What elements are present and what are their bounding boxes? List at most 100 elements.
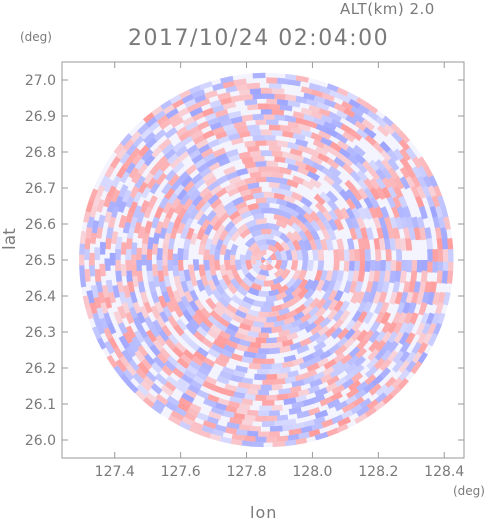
- field-cell: [187, 299, 199, 313]
- y-tick-label: 26.7: [25, 181, 56, 197]
- field-cell: [426, 322, 438, 337]
- field-cell: [326, 279, 337, 293]
- field-cell: [405, 237, 413, 251]
- field-cell: [291, 221, 303, 234]
- field-cell: [84, 305, 94, 320]
- field-cell: [208, 323, 222, 336]
- field-cell: [339, 353, 353, 366]
- field-cell: [436, 312, 447, 327]
- field-cell: [403, 312, 414, 326]
- field-cell: [266, 263, 275, 272]
- field-cell: [396, 205, 407, 220]
- field-cell: [120, 300, 131, 315]
- field-cell: [297, 320, 311, 331]
- field-cell: [396, 301, 406, 316]
- field-cell: [88, 188, 99, 203]
- field-cell: [266, 119, 279, 126]
- field-cell: [440, 205, 450, 220]
- field-cell: [89, 203, 99, 218]
- field-cell: [374, 339, 387, 354]
- field-cell: [218, 228, 229, 241]
- field-cell: [297, 122, 312, 132]
- field-cell: [229, 243, 239, 256]
- field-cell: [334, 423, 349, 434]
- field-cell: [258, 202, 270, 209]
- field-cell: [442, 248, 449, 262]
- field-cell: [193, 157, 208, 169]
- field-cell: [386, 331, 399, 345]
- field-cell: [173, 361, 187, 375]
- field-cell: [146, 269, 154, 283]
- field-cell: [118, 335, 130, 350]
- field-cell: [104, 236, 112, 250]
- field-cell: [293, 373, 308, 382]
- field-cell: [351, 187, 364, 202]
- field-cell: [311, 348, 325, 360]
- field-cell: [179, 294, 191, 308]
- field-cell: [317, 249, 325, 261]
- field-cell: [196, 97, 211, 108]
- field-cell: [199, 166, 213, 178]
- field-cell: [399, 175, 411, 190]
- field-cell: [196, 227, 206, 241]
- field-cell: [308, 177, 322, 189]
- field-cell: [158, 346, 171, 360]
- field-cell: [206, 314, 219, 327]
- field-cell: [151, 242, 159, 255]
- field-cell: [321, 228, 332, 241]
- field-cell: [345, 188, 358, 202]
- field-cell: [391, 359, 405, 373]
- field-cell: [340, 378, 355, 391]
- field-cell: [161, 142, 175, 156]
- field-cell: [228, 153, 242, 163]
- field-cell: [336, 238, 345, 251]
- field-cell: [241, 318, 254, 327]
- field-cell: [442, 260, 449, 273]
- field-cell: [214, 223, 226, 237]
- field-cell: [130, 264, 138, 277]
- field-cell: [297, 166, 311, 177]
- field-cell: [353, 388, 367, 401]
- field-cell: [279, 260, 288, 271]
- field-cell: [279, 232, 291, 244]
- field-cell: [254, 373, 267, 381]
- field-cell: [256, 368, 270, 376]
- field-cell: [236, 183, 250, 193]
- field-cell: [266, 260, 273, 265]
- field-cell: [202, 420, 217, 430]
- field-cell: [421, 185, 433, 200]
- field-cell: [306, 428, 321, 438]
- field-cell: [181, 309, 194, 322]
- field-cell: [333, 249, 340, 261]
- field-cell: [274, 241, 285, 253]
- field-cell: [253, 415, 267, 422]
- field-cell: [224, 182, 238, 193]
- field-cell: [281, 188, 294, 198]
- field-cell: [217, 156, 232, 167]
- field-cell: [254, 337, 267, 344]
- field-cell: [301, 419, 316, 429]
- field-cell: [178, 88, 193, 99]
- field-cell: [137, 161, 150, 175]
- field-cell: [110, 204, 120, 218]
- field-cell: [191, 152, 205, 165]
- field-cell: [386, 195, 398, 210]
- field-cell: [278, 345, 292, 354]
- field-cell: [380, 206, 390, 220]
- field-cell: [364, 248, 371, 262]
- field-cell: [143, 205, 154, 219]
- field-cell: [314, 431, 329, 442]
- field-cell: [301, 203, 315, 216]
- field-cell: [188, 148, 202, 160]
- field-cell: [275, 435, 289, 443]
- field-cell: [146, 258, 153, 272]
- field-cell: [218, 278, 229, 291]
- field-cell: [255, 196, 267, 204]
- field-cell: [170, 410, 185, 422]
- field-cell: [250, 228, 263, 238]
- field-cell: [364, 134, 378, 148]
- field-cell: [209, 184, 223, 196]
- field-cell: [367, 270, 376, 284]
- field-cell: [336, 86, 351, 98]
- field-cell: [348, 98, 363, 110]
